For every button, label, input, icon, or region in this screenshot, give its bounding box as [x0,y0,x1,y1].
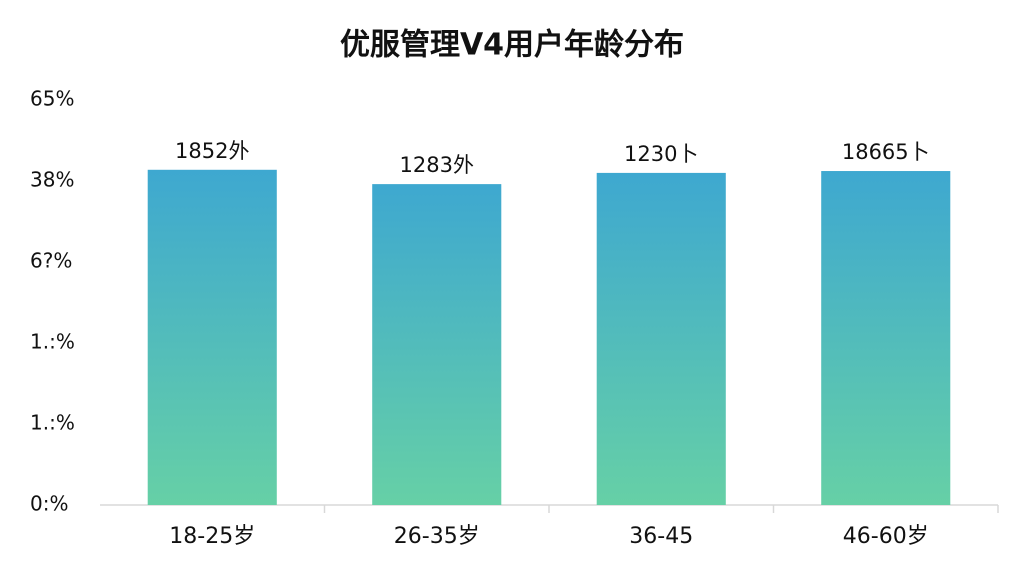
bar [372,184,502,505]
bar-annotation: 18665卜 [842,140,930,164]
bar [147,169,277,506]
x-tick-label: 46-60岁 [843,524,929,549]
y-tick-label: 1.:% [30,411,75,435]
bar-annotation: 1852外 [175,139,249,163]
chart-title: 优服管理V4用户年龄分布 [340,28,684,63]
y-tick-label: 1.:% [30,330,75,354]
y-tick-label: 38% [30,168,74,192]
y-tick-label: 6?% [30,249,72,273]
bar-annotation: 1283外 [400,153,474,177]
bar [596,172,726,505]
x-tick-label: 36-45 [629,524,693,549]
y-tick-label: 0:% [30,492,68,516]
bar [821,171,951,505]
y-tick-label: 65% [30,87,74,111]
bar-annotation: 1230卜 [624,142,698,166]
x-tick-label: 18-25岁 [169,524,255,549]
x-tick-label: 26-35岁 [394,524,480,549]
